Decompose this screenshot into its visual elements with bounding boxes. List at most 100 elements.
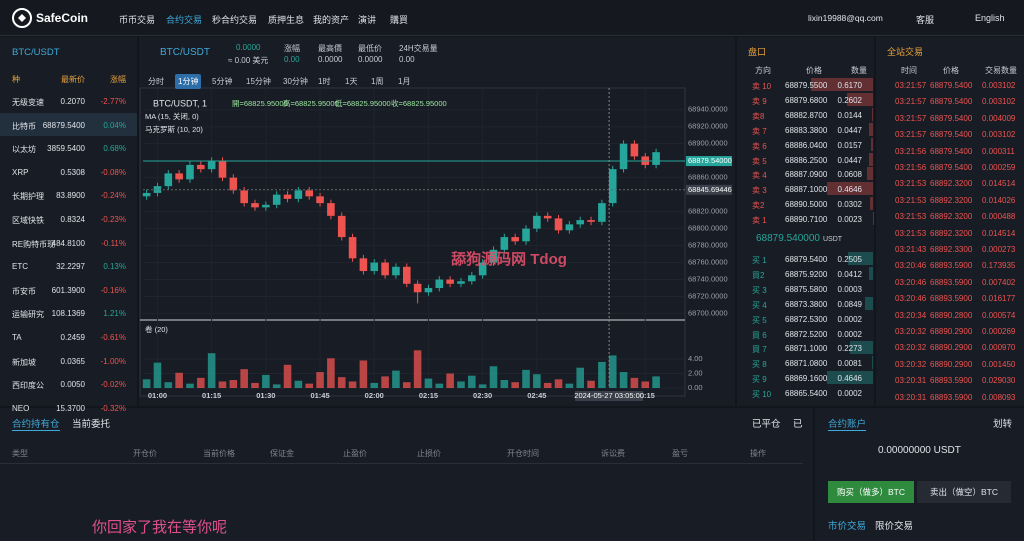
book-amount: 0.0412 bbox=[837, 269, 862, 279]
transfer-link[interactable]: 划转 bbox=[993, 419, 1013, 430]
trade-cell: 68879.5400 bbox=[930, 113, 973, 123]
coin-name[interactable]: 西印度公 bbox=[12, 381, 44, 391]
nav-link[interactable]: 演讲 bbox=[358, 15, 377, 25]
book-price: 68879.6800 bbox=[785, 95, 828, 105]
user-email[interactable]: lixin19988@qq.com bbox=[808, 13, 883, 23]
depth-bar bbox=[846, 92, 873, 106]
panel-title: BTC/USDT bbox=[12, 47, 60, 58]
coin-name[interactable]: 长期护理 bbox=[12, 192, 44, 202]
nav-link[interactable]: 我的资产 bbox=[313, 15, 350, 25]
volume-bar bbox=[272, 384, 281, 388]
trade-cell: 0.000488 bbox=[982, 212, 1016, 222]
y-tick-label: 68800.0000 bbox=[688, 224, 728, 233]
trade-cell: 68879.5400 bbox=[930, 97, 973, 107]
trade-cell: 03:21:57 bbox=[895, 81, 927, 90]
coin-name[interactable]: XRP bbox=[12, 167, 29, 177]
service-link[interactable]: 客服 bbox=[916, 15, 935, 25]
price-chart: 68700.0000 68720.0000 68740.0000 68760.0000… bbox=[139, 87, 732, 401]
candle-body bbox=[272, 194, 281, 205]
x-tick-label: 02:45 bbox=[527, 391, 546, 400]
coin-change: -0.23% bbox=[100, 215, 126, 224]
volume-bar bbox=[218, 381, 227, 388]
balance: 0.00000000 USDT bbox=[878, 445, 961, 456]
interval-button[interactable]: 分时 bbox=[148, 77, 164, 86]
volume-bar bbox=[598, 361, 606, 388]
book-amount: 0.0447 bbox=[837, 125, 862, 135]
trade-cell: 03:21:43 bbox=[895, 245, 927, 254]
trade-cell: 68890.2900 bbox=[930, 359, 973, 369]
book-side: 卖 4 bbox=[752, 171, 767, 181]
volume-bar bbox=[630, 377, 639, 388]
candle-body bbox=[218, 160, 227, 178]
book-side: 卖 10 bbox=[752, 82, 772, 91]
coin-name[interactable]: NEO bbox=[12, 403, 30, 413]
logo-text: SafeCoin bbox=[36, 11, 89, 25]
tab[interactable]: 已 bbox=[793, 419, 803, 430]
nav-link[interactable]: 合约交易 bbox=[166, 15, 203, 25]
y-tick-label: 68940.0000 bbox=[688, 105, 728, 114]
coin-name[interactable]: 运输研究 bbox=[12, 310, 44, 320]
nav-link[interactable]: 秒合约交易 bbox=[212, 15, 258, 25]
column-header: 当前价格 bbox=[203, 449, 235, 458]
coin-name[interactable]: 无级变速 bbox=[12, 98, 44, 107]
coin-name[interactable]: RE购特币现 bbox=[12, 239, 56, 249]
candle-body bbox=[283, 194, 292, 199]
candle-body bbox=[186, 164, 194, 180]
tab[interactable]: 限价交易 bbox=[875, 521, 914, 532]
book-amount: 0.0081 bbox=[837, 359, 862, 369]
interval-button[interactable]: 30分钟 bbox=[283, 77, 308, 86]
interval-button[interactable]: 1月 bbox=[398, 77, 411, 86]
volume-bar bbox=[576, 367, 585, 388]
interval-button[interactable]: 15分钟 bbox=[246, 77, 271, 86]
coin-change: -2.77% bbox=[100, 97, 126, 106]
coin-name[interactable]: TA bbox=[12, 333, 22, 342]
tab[interactable]: 合约持有仓 bbox=[12, 416, 60, 431]
nav-link[interactable]: 購買 bbox=[390, 15, 409, 25]
coin-name[interactable]: ETC bbox=[12, 262, 28, 272]
nav-link[interactable]: 质押生息 bbox=[268, 15, 305, 25]
tab[interactable]: 当前委托 bbox=[72, 419, 111, 430]
candle-body bbox=[348, 237, 357, 259]
coin-name[interactable]: 区域快铁 bbox=[12, 216, 44, 225]
book-price: 68887.1000 bbox=[785, 185, 828, 195]
coin-change: -0.11% bbox=[101, 238, 126, 248]
y-tick-label: 68740.0000 bbox=[688, 275, 728, 284]
volume-bar bbox=[381, 376, 389, 388]
coin-name[interactable]: 新加坡 bbox=[12, 357, 36, 367]
coin-name[interactable]: 币安币 bbox=[12, 286, 36, 296]
book-price: 68872.5300 bbox=[785, 314, 828, 324]
book-amount: 0.0144 bbox=[837, 110, 862, 120]
interval-button[interactable]: 1时 bbox=[318, 77, 331, 86]
interval-button[interactable]: 5分钟 bbox=[212, 77, 233, 86]
candle-body bbox=[305, 190, 314, 197]
candle-body bbox=[207, 160, 216, 170]
trade-cell: 0.014514 bbox=[982, 228, 1016, 238]
coin-change: -0.08% bbox=[100, 167, 126, 177]
trade-cell: 0.016177 bbox=[982, 294, 1016, 304]
x-tick-label: 01:30 bbox=[256, 391, 275, 400]
volume-bar bbox=[619, 372, 628, 388]
sell-button[interactable]: 卖出（做空）BTC bbox=[917, 481, 1011, 503]
trade-cell: 03:21:53 bbox=[895, 195, 927, 205]
book-side: 卖8 bbox=[752, 111, 765, 121]
depth-bar bbox=[872, 356, 873, 370]
candle-body bbox=[164, 173, 173, 187]
interval-button[interactable]: 1分钟 bbox=[175, 74, 202, 89]
language-select[interactable]: English bbox=[975, 13, 1005, 23]
buy-button[interactable]: 购买（做多）BTC bbox=[828, 481, 914, 503]
trade-cell: 68890.2800 bbox=[930, 310, 973, 320]
book-amount: 0.0608 bbox=[837, 170, 862, 180]
nav-link[interactable]: 币币交易 bbox=[119, 15, 156, 25]
interval-button[interactable]: 1周 bbox=[371, 77, 384, 86]
column-header: 开仓价 bbox=[133, 449, 157, 458]
tab[interactable]: 已平仓 bbox=[752, 419, 781, 430]
depth-bar bbox=[826, 182, 873, 196]
trade-cell: 03:20:32 bbox=[895, 359, 927, 369]
tab[interactable]: 市价交易 bbox=[828, 521, 867, 532]
candle-body bbox=[370, 262, 379, 272]
interval-button[interactable]: 1天 bbox=[345, 77, 358, 86]
book-amount: 0.0023 bbox=[837, 215, 862, 225]
coin-name[interactable]: 比特币 bbox=[12, 121, 36, 131]
coin-name[interactable]: 以太坊 bbox=[12, 145, 36, 155]
